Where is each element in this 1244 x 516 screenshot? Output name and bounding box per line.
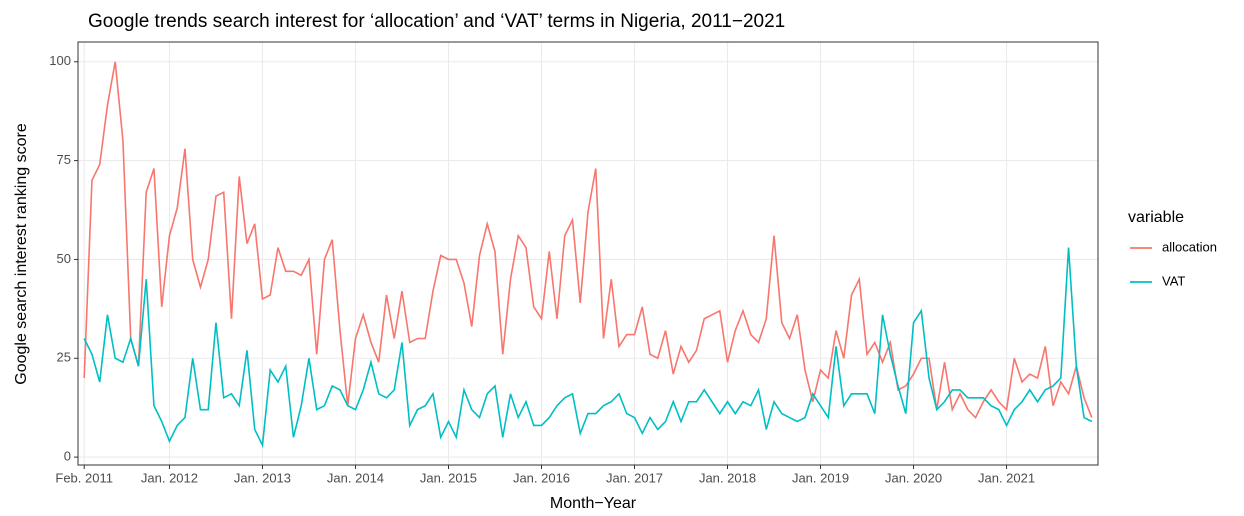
chart-title: Google trends search interest for ‘alloc… bbox=[88, 11, 785, 32]
x-tick-label: Jan. 2017 bbox=[606, 470, 663, 485]
x-tick-label: Jan. 2015 bbox=[420, 470, 477, 485]
legend-label: VAT bbox=[1162, 273, 1185, 288]
x-axis-label: Month−Year bbox=[550, 495, 637, 512]
x-tick-label: Jan. 2021 bbox=[978, 470, 1035, 485]
x-tick-label: Jan. 2018 bbox=[699, 470, 756, 485]
y-tick-label: 0 bbox=[64, 449, 71, 464]
x-tick-label: Feb. 2011 bbox=[55, 470, 113, 485]
y-axis-label: Google search interest ranking score bbox=[13, 123, 30, 385]
x-tick-label: Jan. 2019 bbox=[792, 470, 849, 485]
y-tick-label: 25 bbox=[57, 350, 71, 365]
legend-label: allocation bbox=[1162, 239, 1217, 254]
x-tick-label: Jan. 2020 bbox=[885, 470, 942, 485]
x-tick-label: Jan. 2016 bbox=[513, 470, 570, 485]
y-tick-label: 75 bbox=[57, 152, 71, 167]
plot-border bbox=[77, 41, 1099, 466]
series-line bbox=[83, 247, 1093, 449]
x-tick-label: Jan. 2014 bbox=[327, 470, 384, 485]
series-line bbox=[83, 61, 1093, 419]
legend-title: variable bbox=[1128, 209, 1184, 226]
x-tick-label: Jan. 2013 bbox=[234, 470, 291, 485]
y-tick-label: 100 bbox=[49, 53, 71, 68]
x-tick-label: Jan. 2012 bbox=[141, 470, 198, 485]
y-tick-label: 50 bbox=[57, 251, 71, 266]
